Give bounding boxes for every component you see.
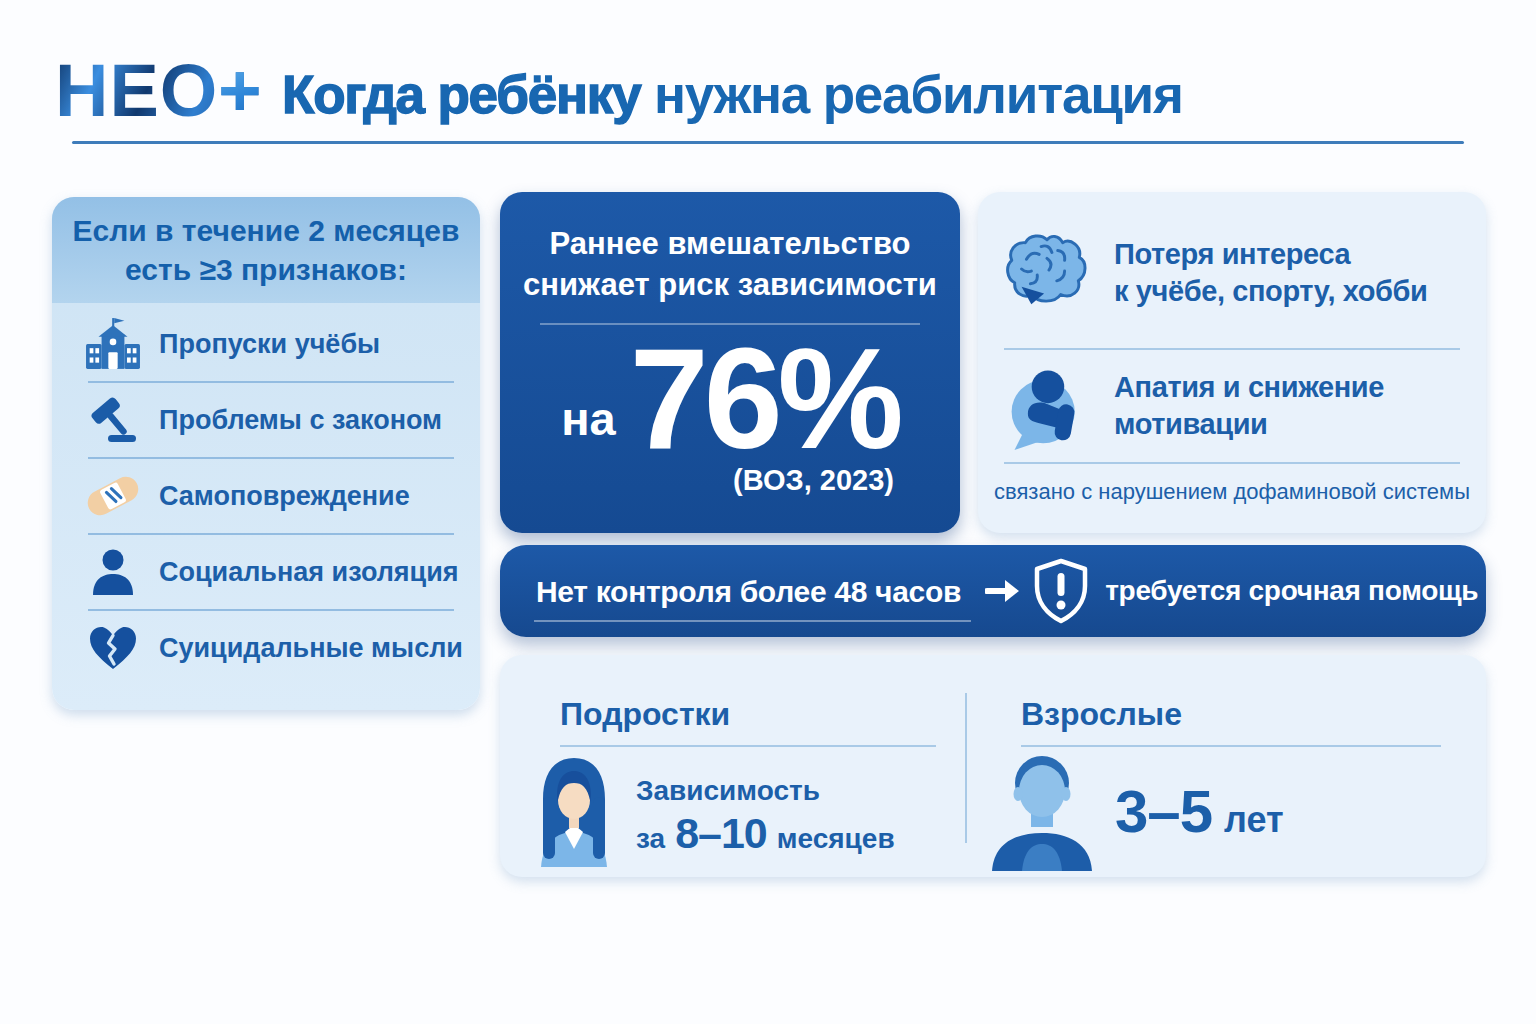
alert-text-right: требуется срочная помощь [1105,575,1478,607]
shield-exclamation-icon [1031,558,1091,624]
symptom-text: Апатия и снижение мотивации [1114,369,1384,443]
duration-panel: Подростки Зависимость [500,655,1486,877]
teens-text: Зависимость за 8–10 месяцев [636,775,895,858]
symptom-row: Потеря интереса к учёбе, спорту, хобби [978,198,1486,348]
page-title: Когда ребёнку нужна реабилитация [282,64,1183,125]
sign-label: Пропуски учёбы [159,329,380,360]
sign-label: Суицидальные мысли [159,633,463,664]
alert-text-left: Нет контроля более 48 часов [534,575,971,622]
infographic-page: НЕО+ Когда ребёнку нужна реабилитация Ес… [0,0,1536,1024]
adult-man-icon [983,747,1101,875]
adults-row: 3–5 лет [983,747,1486,875]
teens-line2: за 8–10 месяцев [636,809,895,858]
stat-heading: Раннее вмешательство снижает риск зависи… [500,224,960,306]
school-icon [84,315,142,373]
sign-row: Социальная изоляция [52,535,480,609]
sign-row: Проблемы с законом [52,383,480,457]
signs-panel: Если в течение 2 месяцев есть ≥3 признак… [52,197,480,710]
stat-value: 76% [630,327,899,472]
arrow-right-icon [985,578,1019,604]
divider [560,745,936,747]
alert-band: Нет контроля более 48 часов требуется ср… [500,545,1486,637]
adults-column: Взрослые 3–5 лет [967,655,1486,877]
page-title-rest: нужна реабилитация [640,65,1182,124]
teens-suffix: месяцев [777,823,895,855]
teens-row: Зависимость за 8–10 месяцев [528,755,965,871]
symptom-line1: Апатия и снижение [1114,369,1384,406]
sign-label: Самоповреждение [159,481,410,512]
adults-value: 3–5 [1115,777,1212,846]
apathy-icon [1002,361,1092,451]
adults-value-row: 3–5 лет [1115,777,1284,846]
page-title-bold: Когда ребёнку [282,65,640,124]
teens-value: 8–10 [675,809,767,858]
adults-title: Взрослые [1021,696,1486,733]
symptom-text: Потеря интереса к учёбе, спорту, хобби [1114,236,1427,310]
teens-line1: Зависимость [636,775,895,807]
signs-list: Пропуски учёбы Проблемы с законом [52,303,480,685]
teens-prefix: за [636,823,665,855]
sign-label: Социальная изоляция [159,557,459,588]
stat-panel: Раннее вмешательство снижает риск зависи… [500,192,960,533]
teen-girl-icon [528,755,620,871]
teens-title: Подростки [560,696,965,733]
symptom-row: Апатия и снижение мотивации [978,350,1486,462]
sign-label: Проблемы с законом [159,405,442,436]
signs-heading-line2: есть ≥3 признаков: [125,250,407,289]
bandage-icon [84,467,142,525]
teens-column: Подростки Зависимость [500,655,965,877]
sign-row: Самоповреждение [52,459,480,533]
symptom-line1: Потеря интереса [1114,236,1427,273]
stat-heading-line2: снижает риск зависимости [500,265,960,306]
broken-heart-icon [84,619,142,677]
symptom-line2: мотивации [1114,406,1384,443]
logo-plus: + [218,49,262,132]
person-icon [84,543,142,601]
stat-prefix: на [561,391,616,446]
sign-row: Пропуски учёбы [52,307,480,381]
header-divider [72,141,1464,144]
brain-icon [1002,228,1092,318]
neo-plus-logo: НЕО+ [55,48,263,133]
divider [1004,462,1460,464]
sign-row: Суицидальные мысли [52,611,480,685]
symptom-line2: к учёбе, спорту, хобби [1114,273,1427,310]
signs-heading-line1: Если в течение 2 месяцев [73,211,460,250]
stat-heading-line1: Раннее вмешательство [500,224,960,265]
stat-value-row: на 76% [500,327,960,472]
symptoms-note: связано с нарушением дофаминовой системы [978,479,1486,505]
logo-text: НЕО [55,49,218,132]
symptoms-panel: Потеря интереса к учёбе, спорту, хобби А… [978,192,1486,533]
adults-suffix: лет [1224,799,1284,841]
signs-panel-heading: Если в течение 2 месяцев есть ≥3 признак… [52,197,480,303]
gavel-icon [84,391,142,449]
